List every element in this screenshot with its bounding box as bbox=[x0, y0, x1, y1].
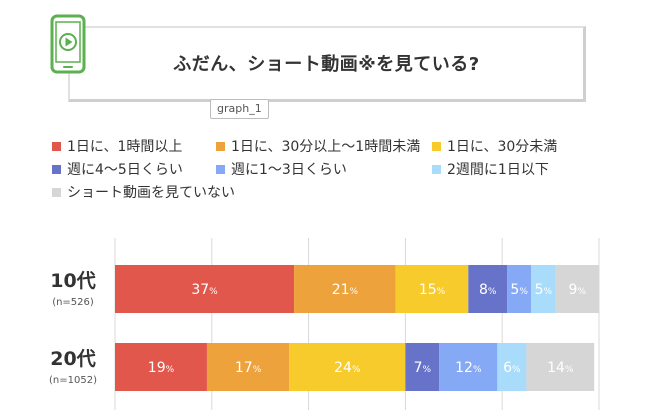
data-label-unit: % bbox=[209, 287, 218, 297]
data-label-unit: % bbox=[519, 287, 528, 297]
data-label: 5% bbox=[535, 282, 553, 298]
bar-segment bbox=[395, 265, 469, 313]
legend-swatch bbox=[432, 141, 441, 151]
bar-segment bbox=[531, 265, 556, 313]
data-label-unit: % bbox=[565, 365, 574, 375]
bar-segment bbox=[497, 343, 527, 391]
data-label: 21% bbox=[332, 282, 359, 298]
row-sample-size: (n=526) bbox=[52, 297, 94, 308]
bar-segment bbox=[115, 265, 295, 313]
bar-segment bbox=[405, 343, 440, 391]
legend-swatch bbox=[216, 141, 225, 151]
row-sample-size: (n=1052) bbox=[49, 375, 97, 386]
data-label: 19% bbox=[148, 360, 175, 376]
data-label-value: 37 bbox=[191, 282, 209, 298]
data-label: 14% bbox=[547, 360, 574, 376]
legend-swatch bbox=[52, 141, 61, 151]
bar-segment bbox=[526, 343, 595, 391]
data-label: 17% bbox=[235, 360, 262, 376]
legend-label: 1日に、30分以上〜1時間未満 bbox=[231, 139, 421, 155]
data-label-value: 24 bbox=[334, 360, 352, 376]
bar-segment bbox=[439, 343, 498, 391]
data-label-value: 21 bbox=[332, 282, 350, 298]
data-label-value: 5 bbox=[535, 282, 544, 298]
legend-label: 1日に、1時間以上 bbox=[67, 139, 183, 155]
data-label-value: 19 bbox=[148, 360, 166, 376]
data-label-unit: % bbox=[512, 365, 521, 375]
data-label: 9% bbox=[568, 282, 586, 298]
data-label-unit: % bbox=[437, 287, 446, 297]
data-label-unit: % bbox=[166, 365, 175, 375]
data-label-unit: % bbox=[544, 287, 553, 297]
data-label: 24% bbox=[334, 360, 361, 376]
legend-item: 1日に、1時間以上 bbox=[52, 136, 182, 156]
legend-item: 2週間に1日以下 bbox=[432, 159, 549, 179]
chart-title: ふだん、ショート動画※を見ている? bbox=[173, 54, 480, 75]
data-label-value: 15 bbox=[419, 282, 437, 298]
data-label-unit: % bbox=[350, 287, 359, 297]
data-label-unit: % bbox=[473, 365, 482, 375]
legend-item: 1日に、30分以上〜1時間未満 bbox=[216, 136, 420, 156]
data-label-value: 7 bbox=[414, 360, 423, 376]
bar-segment bbox=[294, 265, 396, 313]
bar-segment bbox=[468, 265, 508, 313]
bar-segment bbox=[507, 265, 532, 313]
bar-segment bbox=[115, 343, 207, 391]
bar-segment bbox=[289, 343, 406, 391]
data-label-value: 8 bbox=[479, 282, 488, 298]
legend-swatch bbox=[216, 164, 225, 174]
legend-label: ショート動画を見ていない bbox=[67, 185, 235, 201]
data-label-unit: % bbox=[253, 365, 262, 375]
data-label-value: 17 bbox=[235, 360, 253, 376]
data-label: 12% bbox=[455, 360, 482, 376]
row-label: 20代 bbox=[50, 348, 95, 370]
data-label-value: 6 bbox=[503, 360, 512, 376]
bar-segment bbox=[555, 265, 599, 313]
legend-label: 週に1〜3日くらい bbox=[231, 162, 347, 178]
legend-swatch bbox=[432, 164, 441, 174]
data-label: 37% bbox=[191, 282, 218, 298]
data-label: 15% bbox=[419, 282, 446, 298]
data-label: 5% bbox=[510, 282, 528, 298]
graph-tag: graph_1 bbox=[210, 99, 269, 119]
legend-swatch bbox=[52, 164, 61, 174]
row-label: 10代 bbox=[50, 270, 95, 292]
legend-swatch bbox=[52, 187, 61, 197]
data-label-unit: % bbox=[577, 287, 586, 297]
data-label-value: 12 bbox=[455, 360, 473, 376]
data-label-value: 5 bbox=[510, 282, 519, 298]
legend-item: ショート動画を見ていない bbox=[52, 182, 235, 202]
legend-label: 2週間に1日以下 bbox=[447, 162, 549, 178]
data-label-value: 9 bbox=[568, 282, 577, 298]
phone-play-icon bbox=[50, 14, 86, 74]
data-label-unit: % bbox=[423, 365, 432, 375]
data-label: 7% bbox=[414, 360, 432, 376]
legend-item: 1日に、30分未満 bbox=[432, 136, 557, 156]
legend-label: 1日に、30分未満 bbox=[447, 139, 558, 155]
data-label: 8% bbox=[479, 282, 497, 298]
bar-segment bbox=[206, 343, 290, 391]
title-box: ふだん、ショート動画※を見ている? bbox=[68, 26, 586, 102]
data-label-unit: % bbox=[488, 287, 497, 297]
legend-item: 週に1〜3日くらい bbox=[216, 159, 347, 179]
data-label-value: 14 bbox=[547, 360, 565, 376]
legend-item: 週に4〜5日くらい bbox=[52, 159, 183, 179]
legend-label: 週に4〜5日くらい bbox=[67, 162, 183, 178]
data-label: 6% bbox=[503, 360, 521, 376]
data-label-unit: % bbox=[352, 365, 361, 375]
